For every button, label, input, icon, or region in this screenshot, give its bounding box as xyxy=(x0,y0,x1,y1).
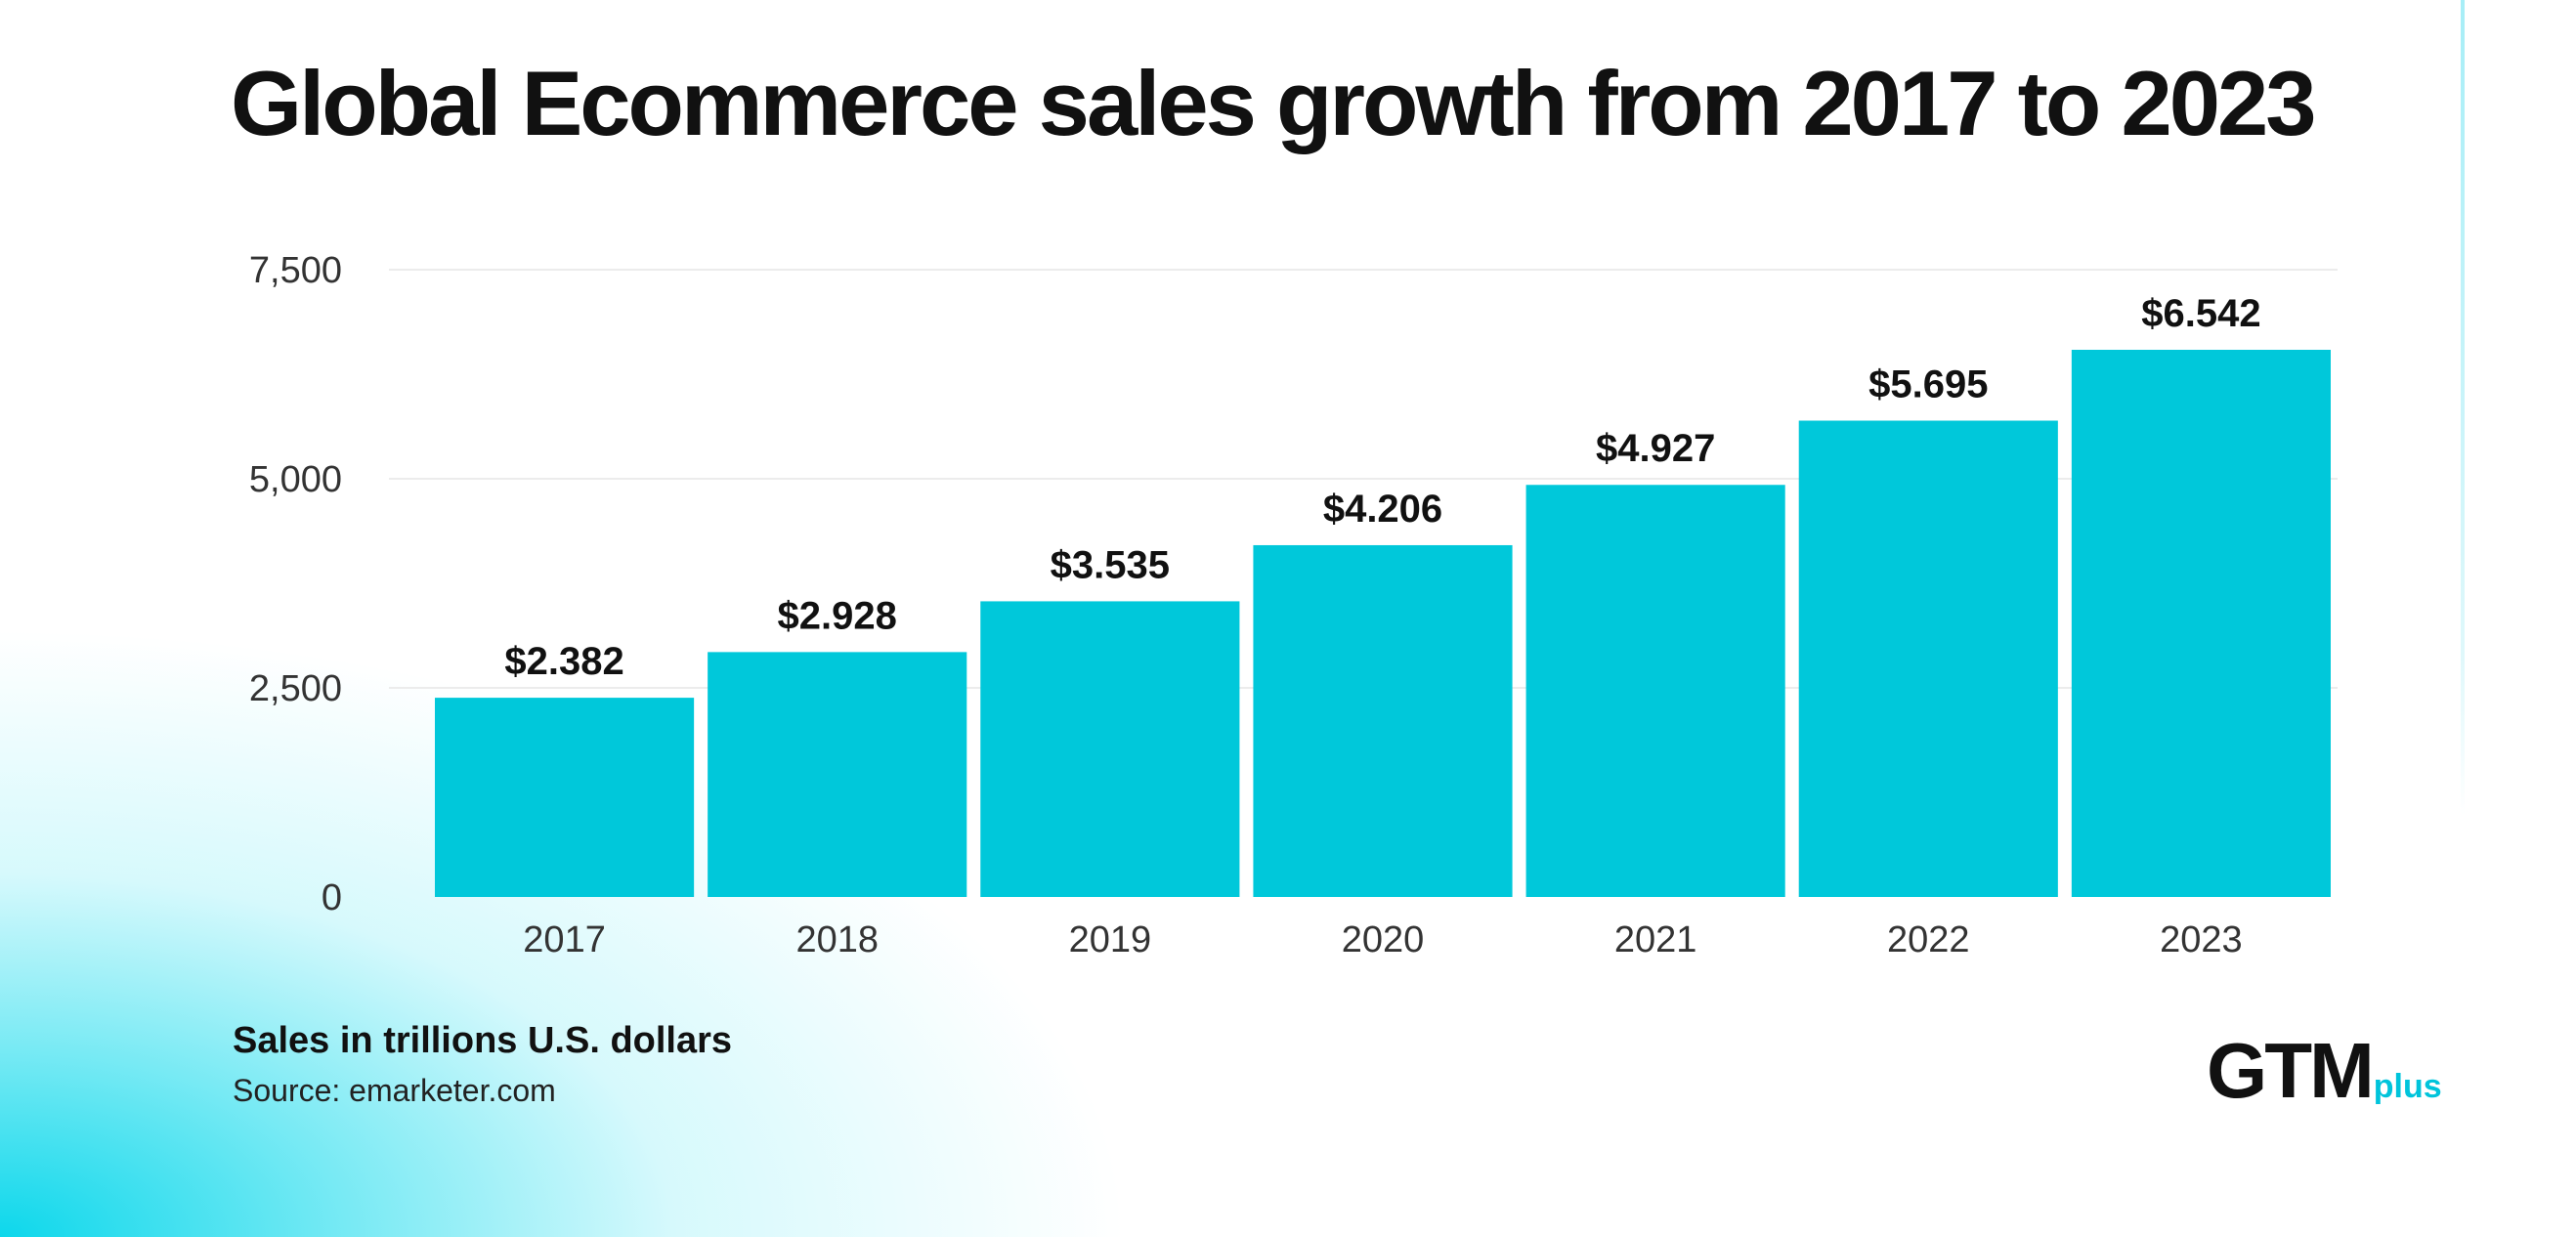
units-note: Sales in trillions U.S. dollars xyxy=(233,1020,733,1061)
data-label-2018: $2.928 xyxy=(778,594,897,637)
bar-2022 xyxy=(1798,420,2058,897)
x-tick-label-2018: 2018 xyxy=(795,919,879,960)
x-tick-label-2019: 2019 xyxy=(1069,919,1152,960)
bar-2020 xyxy=(1253,544,1513,897)
bar-2018 xyxy=(708,652,967,897)
data-label-2023: $6.542 xyxy=(2141,292,2260,335)
data-label-2021: $4.927 xyxy=(1596,427,1715,470)
x-tick-label-2023: 2023 xyxy=(2160,919,2243,960)
chart-title: Global Ecommerce sales growth from 2017 … xyxy=(231,52,2317,154)
x-tick-label-2021: 2021 xyxy=(1614,919,1697,960)
logo-sub-text: plus xyxy=(2373,1068,2442,1105)
x-tick-label-2022: 2022 xyxy=(1887,919,1970,960)
y-tick-label: 0 xyxy=(322,877,342,918)
bar-2023 xyxy=(2071,350,2331,898)
y-tick-label: 2,500 xyxy=(249,668,342,709)
logo-main-text: GTM xyxy=(2207,1027,2375,1114)
right-edge-line xyxy=(2461,0,2465,816)
bar-2021 xyxy=(1525,485,1785,897)
data-label-2019: $3.535 xyxy=(1051,543,1170,586)
y-tick-label: 7,500 xyxy=(249,250,342,291)
y-axis-ticks: 0 2,500 5,000 7,500 xyxy=(249,250,342,918)
bar-2019 xyxy=(980,601,1240,897)
brand-logo: GTMplus xyxy=(2207,1026,2442,1116)
data-labels: $2.382 $2.928 $3.535 $4.206 $4.927 $5.695 $6.5… xyxy=(504,292,2260,683)
bar-2017 xyxy=(435,698,695,897)
data-label-2022: $5.695 xyxy=(1868,363,1988,406)
x-axis-ticks: 2017 2018 2019 2020 2021 2022 2023 xyxy=(523,919,2242,960)
data-label-2020: $4.206 xyxy=(1323,488,1442,531)
data-label-2017: $2.382 xyxy=(504,640,623,683)
bars xyxy=(435,350,2331,898)
x-tick-label-2017: 2017 xyxy=(523,919,606,960)
y-tick-label: 5,000 xyxy=(249,459,342,500)
x-tick-label-2020: 2020 xyxy=(1342,919,1425,960)
source-note: Source: emarketer.com xyxy=(233,1073,556,1108)
